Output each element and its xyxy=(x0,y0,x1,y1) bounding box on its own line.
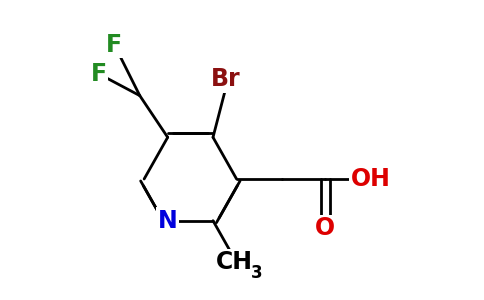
Text: N: N xyxy=(158,209,178,233)
Text: F: F xyxy=(91,62,107,86)
Text: CH: CH xyxy=(216,250,253,274)
Text: Br: Br xyxy=(211,67,241,91)
Text: 3: 3 xyxy=(251,263,262,281)
Text: OH: OH xyxy=(351,167,391,191)
Text: F: F xyxy=(106,33,122,57)
Text: O: O xyxy=(315,216,335,240)
